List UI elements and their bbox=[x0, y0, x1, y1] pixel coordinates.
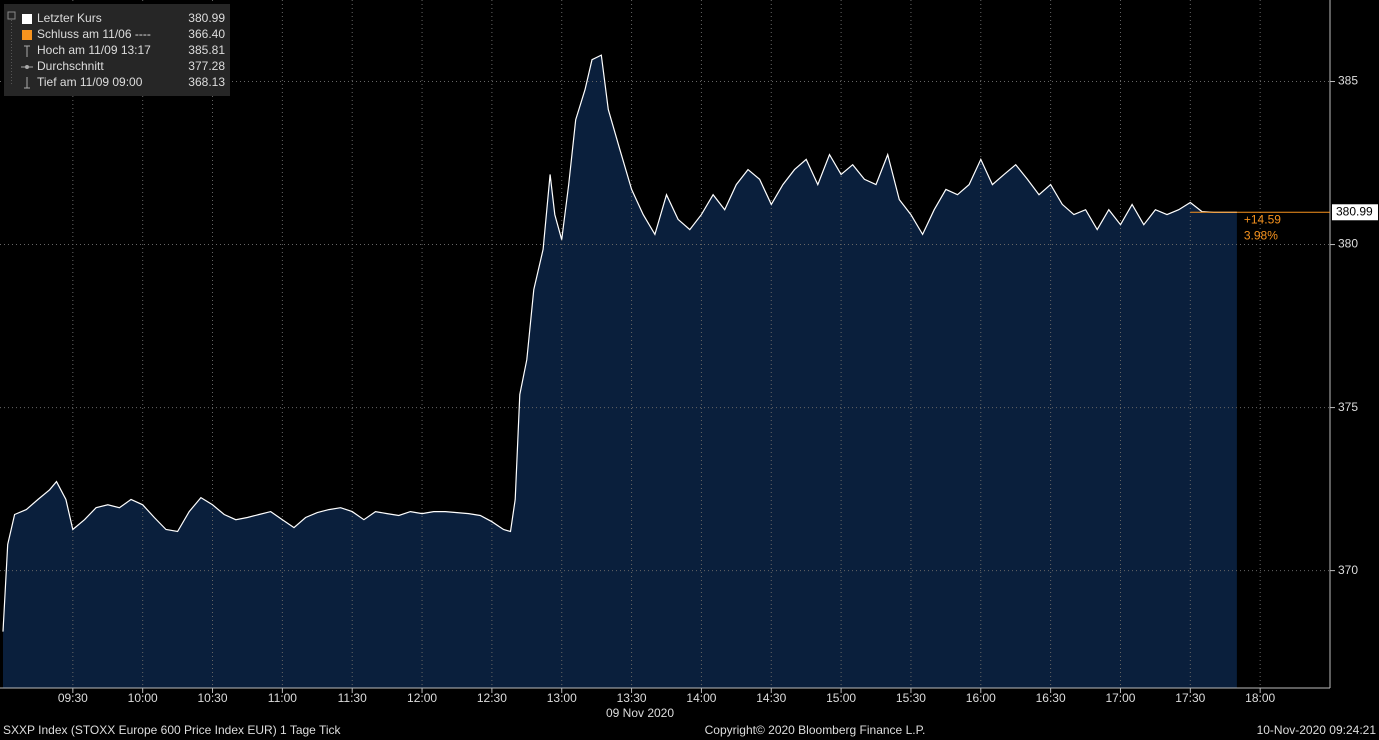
legend-collapse bbox=[7, 11, 16, 20]
x-tick-label: 17:00 bbox=[1105, 691, 1135, 705]
footer-left: SXXP Index (STOXX Europe 600 Price Index… bbox=[3, 723, 342, 737]
area-fill bbox=[3, 55, 1237, 689]
x-tick-label: 11:30 bbox=[338, 691, 367, 705]
x-tick-label: 18:00 bbox=[1245, 691, 1275, 705]
x-tick-label: 14:30 bbox=[756, 691, 786, 705]
x-tick-label: 09:30 bbox=[58, 691, 88, 705]
x-tick-label: 11:00 bbox=[268, 691, 297, 705]
footer-right: 10-Nov-2020 09:24:21 bbox=[1257, 723, 1377, 737]
x-tick-label: 13:30 bbox=[617, 691, 647, 705]
legend-label: Letzter Kurs bbox=[37, 11, 102, 25]
x-tick-label: 12:30 bbox=[477, 691, 507, 705]
legend-box bbox=[4, 4, 230, 96]
legend-value: 385.81 bbox=[188, 43, 225, 57]
x-tick-label: 10:30 bbox=[198, 691, 228, 705]
x-tick-label: 16:00 bbox=[966, 691, 996, 705]
last-price-label: 380.99 bbox=[1336, 204, 1373, 218]
y-tick-label: 375 bbox=[1338, 400, 1358, 414]
legend-label: Tief am 11/09 09:00 bbox=[37, 75, 143, 89]
legend-value: 377.28 bbox=[188, 59, 225, 73]
legend-value: 368.13 bbox=[188, 75, 225, 89]
change-pct-label: 3.98% bbox=[1244, 228, 1278, 242]
legend-label: Hoch am 11/09 13:17 bbox=[37, 43, 151, 57]
x-tick-label: 16:30 bbox=[1036, 691, 1066, 705]
x-tick-label: 17:30 bbox=[1175, 691, 1205, 705]
plot-area bbox=[0, 0, 1330, 689]
x-tick-label: 10:00 bbox=[128, 691, 158, 705]
legend-value: 380.99 bbox=[188, 11, 225, 25]
x-axis-label: 09 Nov 2020 bbox=[606, 706, 674, 720]
change-label: +14.59 bbox=[1244, 212, 1281, 226]
y-tick-label: 380 bbox=[1338, 237, 1358, 251]
legend-label: Durchschnitt bbox=[37, 59, 104, 73]
x-tick-label: 15:00 bbox=[826, 691, 856, 705]
legend-value: 366.40 bbox=[188, 27, 225, 41]
legend-label: Schluss am 11/06 ---- bbox=[37, 27, 151, 41]
y-tick-label: 385 bbox=[1338, 74, 1358, 88]
legend-icon bbox=[22, 14, 32, 24]
x-tick-label: 14:00 bbox=[686, 691, 716, 705]
last-price-box bbox=[1332, 204, 1378, 221]
legend-icon bbox=[25, 65, 29, 69]
x-tick-label: 12:00 bbox=[407, 691, 437, 705]
legend-icon bbox=[22, 30, 32, 40]
x-tick-label: 13:00 bbox=[547, 691, 577, 705]
price-line bbox=[2, 54, 1237, 632]
y-tick-label: 370 bbox=[1338, 563, 1358, 577]
x-tick-label: 15:30 bbox=[896, 691, 926, 705]
footer-center: Copyright© 2020 Bloomberg Finance L.P. bbox=[705, 723, 926, 737]
